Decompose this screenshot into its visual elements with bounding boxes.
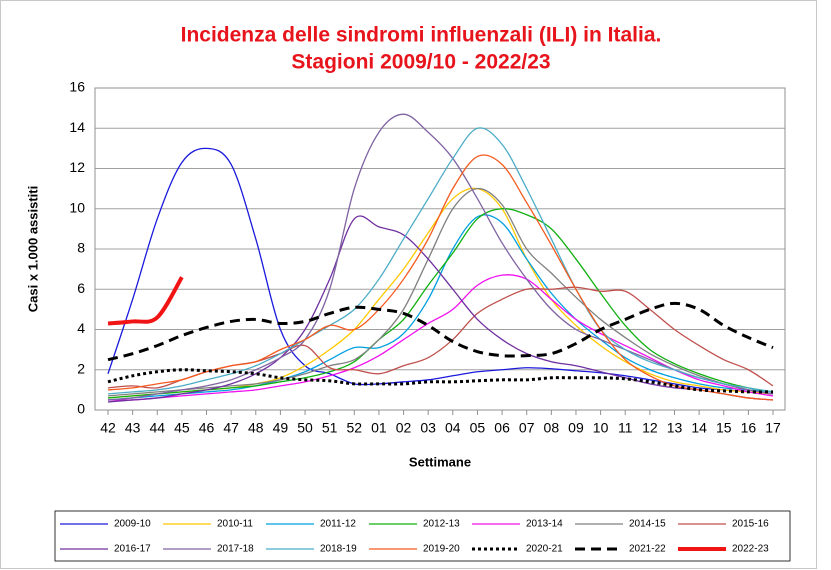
series-line xyxy=(107,208,774,399)
legend-label: 2010-11 xyxy=(217,519,253,530)
x-tick-label: 05 xyxy=(470,420,486,436)
y-tick-label: 4 xyxy=(77,320,85,336)
plot-frame xyxy=(94,87,786,411)
x-tick-label: 01 xyxy=(371,420,387,436)
x-tick-label: 07 xyxy=(519,420,535,436)
y-tick-label: 12 xyxy=(69,159,85,175)
x-tick-label: 08 xyxy=(544,420,560,436)
x-tick-label: 03 xyxy=(420,420,436,436)
x-tick-label: 04 xyxy=(445,420,461,436)
legend-box xyxy=(54,510,791,562)
legend-label: 2016-17 xyxy=(114,544,151,555)
x-tick-label: 02 xyxy=(396,420,412,436)
y-tick-label: 8 xyxy=(77,240,85,256)
legend-label: 2009-10 xyxy=(114,519,151,530)
y-tick-label: 16 xyxy=(69,79,85,95)
series-line xyxy=(107,274,774,401)
series-line xyxy=(107,215,774,403)
legend-label: 2021-22 xyxy=(629,544,666,555)
legend-label: 2013-14 xyxy=(526,519,563,530)
x-tick-label: 10 xyxy=(593,420,609,436)
x-tick-label: 45 xyxy=(174,420,190,436)
y-tick-label: 2 xyxy=(77,360,85,376)
x-tick-label: 12 xyxy=(642,420,658,436)
series-line xyxy=(107,147,774,395)
x-tick-label: 51 xyxy=(322,420,338,436)
series-line xyxy=(107,301,774,362)
legend-label: 2012-13 xyxy=(423,519,460,530)
x-tick-label: 17 xyxy=(765,420,781,436)
y-tick-label: 14 xyxy=(69,119,85,135)
chart-subtitle: Stagioni 2009/10 - 2022/23 xyxy=(291,51,550,74)
x-tick-label: 09 xyxy=(568,420,584,436)
y-tick-label: 10 xyxy=(69,199,85,215)
x-tick-label: 16 xyxy=(741,420,757,436)
legend-label: 2022-23 xyxy=(732,544,769,555)
chart-title: Incidenza delle sindromi influenzali (IL… xyxy=(181,24,662,47)
x-tick-label: 46 xyxy=(199,420,215,436)
x-tick-label: 14 xyxy=(691,420,707,436)
x-tick-label: 50 xyxy=(297,420,313,436)
legend-label: 2014-15 xyxy=(629,519,666,530)
legend-label: 2018-19 xyxy=(320,544,357,555)
x-axis-title: Settimane xyxy=(409,454,471,469)
series-line xyxy=(107,154,774,401)
series-line xyxy=(107,127,774,395)
x-tick-label: 52 xyxy=(347,420,363,436)
y-tick-label: 0 xyxy=(77,401,85,417)
x-tick-label: 42 xyxy=(100,420,116,436)
legend-label: 2017-18 xyxy=(217,544,254,555)
series-line xyxy=(107,113,774,401)
x-tick-label: 49 xyxy=(273,420,289,436)
legend-label: 2019-20 xyxy=(423,544,460,555)
x-tick-label: 06 xyxy=(494,420,510,436)
series-line xyxy=(107,276,184,326)
x-tick-label: 11 xyxy=(618,420,633,436)
x-tick-label: 47 xyxy=(223,420,239,436)
legend-label: 2020-21 xyxy=(526,544,563,555)
y-tick-label: 6 xyxy=(77,280,85,296)
x-tick-label: 43 xyxy=(125,420,141,436)
x-tick-label: 13 xyxy=(667,420,683,436)
y-axis-title: Casi x 1.000 assistiti xyxy=(25,186,40,312)
x-tick-label: 15 xyxy=(716,420,732,436)
x-tick-label: 44 xyxy=(149,420,165,436)
legend-label: 2015-16 xyxy=(732,519,769,530)
x-tick-label: 48 xyxy=(248,420,264,436)
legend-label: 2011-12 xyxy=(320,519,356,530)
